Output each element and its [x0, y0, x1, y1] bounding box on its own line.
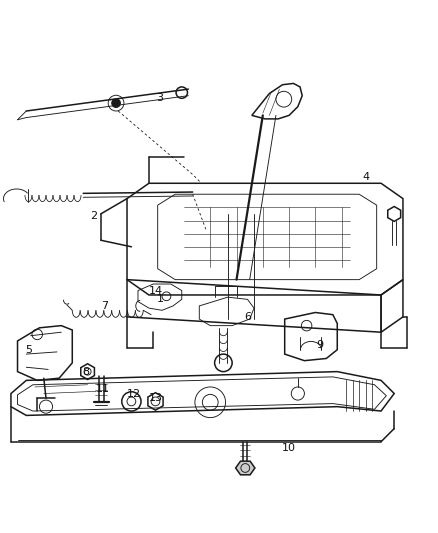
Text: 4: 4 — [362, 172, 369, 182]
Text: 10: 10 — [282, 443, 296, 453]
Text: 6: 6 — [244, 312, 251, 322]
Text: 5: 5 — [25, 345, 32, 355]
Text: 1: 1 — [156, 294, 163, 304]
Text: 3: 3 — [156, 93, 163, 103]
Text: 9: 9 — [316, 341, 323, 350]
Text: 8: 8 — [82, 367, 89, 377]
Text: 7: 7 — [102, 301, 109, 311]
Text: 2: 2 — [91, 211, 98, 221]
Text: 12: 12 — [127, 389, 141, 399]
Text: 11: 11 — [96, 384, 110, 394]
Circle shape — [112, 99, 120, 108]
Text: 13: 13 — [148, 393, 162, 403]
Polygon shape — [236, 461, 255, 475]
Text: 14: 14 — [148, 286, 162, 296]
